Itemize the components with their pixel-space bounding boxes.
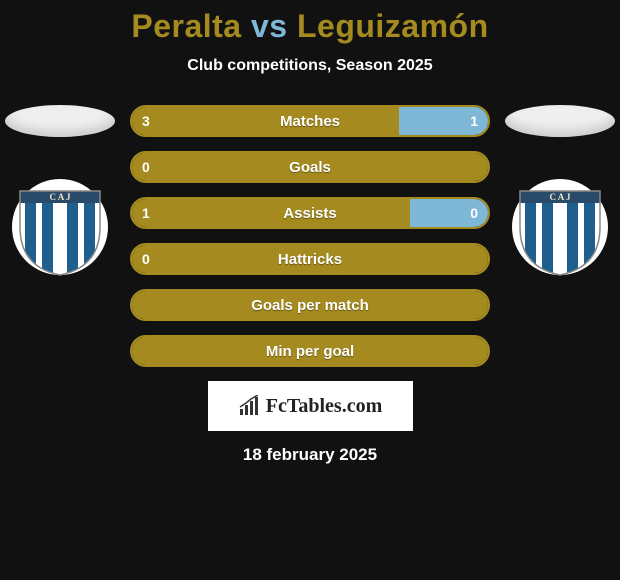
stat-label: Hattricks (132, 245, 488, 273)
player-1-badges: C A J (0, 105, 120, 277)
branding-text: FcTables.com (266, 395, 382, 418)
title-player-1: Peralta (131, 8, 241, 44)
stats-bars: 31Matches 0Goals 10Assists 0Hattricks Goals … (130, 105, 490, 367)
club-shield-2: C A J (510, 177, 610, 277)
subtitle: Club competitions, Season 2025 (0, 57, 620, 75)
svg-text:C A J: C A J (549, 192, 571, 202)
stat-row-goals-per-match: Goals per match (130, 289, 490, 321)
club-shield-1: C A J (10, 177, 110, 277)
stat-row-matches: 31Matches (130, 105, 490, 137)
player-2-badges: C A J (500, 105, 620, 277)
branding-logo: FcTables.com (208, 381, 413, 431)
svg-text:C A J: C A J (49, 192, 71, 202)
country-flag-2 (505, 105, 615, 137)
title-vs: vs (251, 8, 288, 44)
stat-label: Matches (132, 107, 488, 135)
stat-label: Min per goal (132, 337, 488, 365)
stat-row-hattricks: 0Hattricks (130, 243, 490, 275)
chart-icon (238, 395, 262, 417)
stat-row-goals: 0Goals (130, 151, 490, 183)
stat-label: Goals (132, 153, 488, 181)
country-flag-1 (5, 105, 115, 137)
title-player-2: Leguizamón (297, 8, 489, 44)
stat-row-min-per-goal: Min per goal (130, 335, 490, 367)
stat-label: Goals per match (132, 291, 488, 319)
stat-label: Assists (132, 199, 488, 227)
page-title: Peralta vs Leguizamón (0, 0, 620, 45)
stat-row-assists: 10Assists (130, 197, 490, 229)
date-text: 18 february 2025 (0, 445, 620, 465)
